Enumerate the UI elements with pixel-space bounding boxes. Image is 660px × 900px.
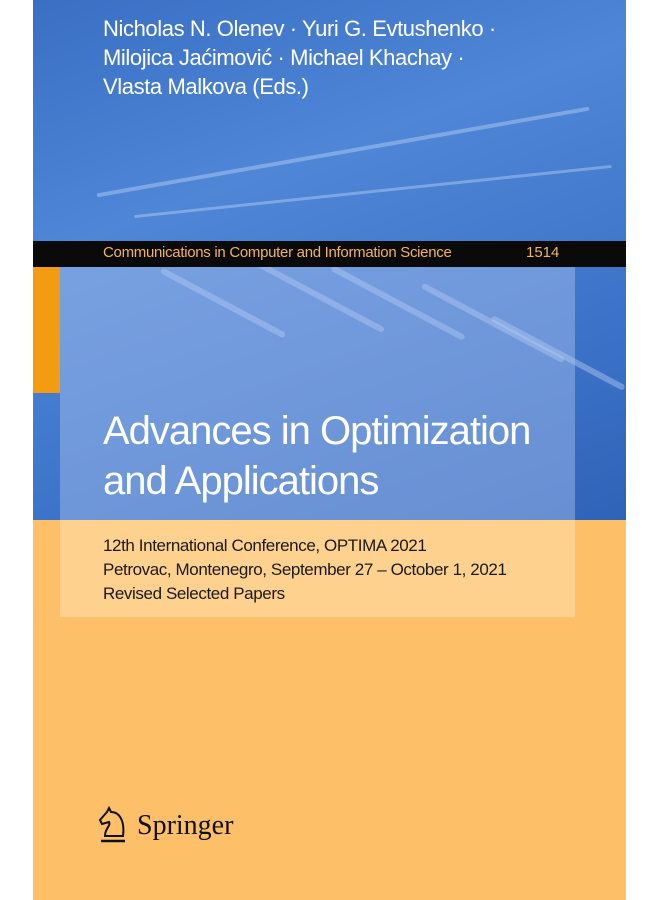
subtitle-line: Revised Selected Papers <box>103 584 285 603</box>
subtitle-panel <box>60 520 575 617</box>
publisher-logo: Springer <box>97 806 233 846</box>
book-subtitle: 12th International Conference, OPTIMA 20… <box>103 534 507 606</box>
title-line: and Applications <box>103 459 379 503</box>
knight-horse-icon <box>98 806 125 843</box>
series-band: Communications in Computer and Informati… <box>33 241 626 267</box>
title-panel <box>60 267 575 520</box>
publisher-name: Springer <box>137 810 234 841</box>
accent-bar <box>33 267 60 393</box>
editors-line: Milojica Jaćimović · Michael Khachay · <box>103 45 465 70</box>
editors-list: Nicholas N. Olenev · Yuri G. Evtushenko … <box>103 14 496 101</box>
subtitle-line: Petrovac, Montenegro, September 27 – Oct… <box>103 560 507 579</box>
book-title: Advances in Optimization and Application… <box>103 406 531 506</box>
subtitle-line: 12th International Conference, OPTIMA 20… <box>103 536 427 555</box>
series-name: Communications in Computer and Informati… <box>103 244 452 261</box>
editors-line: Nicholas N. Olenev · Yuri G. Evtushenko … <box>103 16 496 41</box>
volume-number: 1514 <box>526 244 560 261</box>
title-line: Advances in Optimization <box>103 409 531 453</box>
editors-line: Vlasta Malkova (Eds.) <box>103 74 309 99</box>
book-cover: Nicholas N. Olenev · Yuri G. Evtushenko … <box>33 0 626 900</box>
